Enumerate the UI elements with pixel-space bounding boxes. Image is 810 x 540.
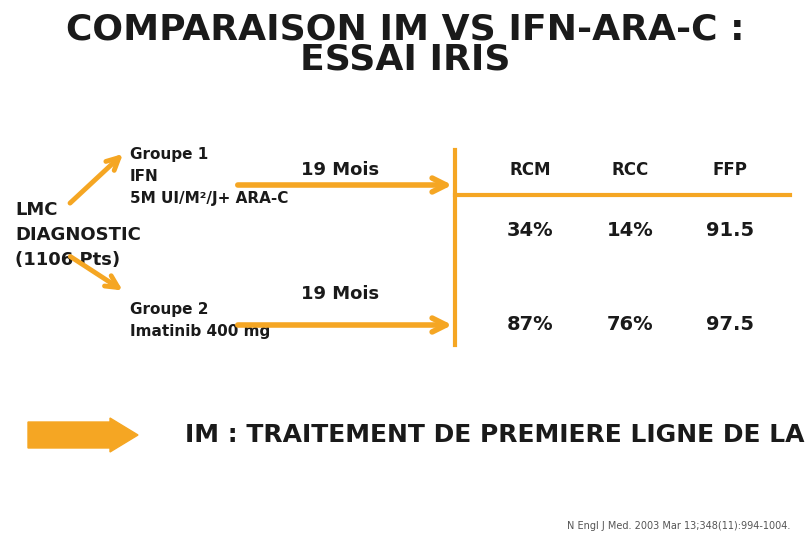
Text: 91.5: 91.5 bbox=[706, 220, 754, 240]
Text: ESSAI IRIS: ESSAI IRIS bbox=[300, 43, 510, 77]
Text: LMC
DIAGNOSTIC
(1106 Pts): LMC DIAGNOSTIC (1106 Pts) bbox=[15, 201, 141, 269]
Text: FFP: FFP bbox=[713, 161, 748, 179]
Text: 34%: 34% bbox=[507, 220, 553, 240]
FancyArrow shape bbox=[28, 418, 138, 452]
Text: N Engl J Med. 2003 Mar 13;348(11):994-1004.: N Engl J Med. 2003 Mar 13;348(11):994-10… bbox=[567, 521, 790, 531]
Text: RCM: RCM bbox=[509, 161, 551, 179]
Text: RCC: RCC bbox=[612, 161, 649, 179]
Text: COMPARAISON IM VS IFN-ARA-C :: COMPARAISON IM VS IFN-ARA-C : bbox=[66, 13, 744, 47]
Text: Groupe 2
Imatinib 400 mg: Groupe 2 Imatinib 400 mg bbox=[130, 302, 271, 339]
Text: 19 Mois: 19 Mois bbox=[301, 285, 379, 303]
Text: 14%: 14% bbox=[607, 220, 654, 240]
Text: Groupe 1
IFN
5M UI/M²/J+ ARA-C: Groupe 1 IFN 5M UI/M²/J+ ARA-C bbox=[130, 147, 288, 206]
Text: IM : TRAITEMENT DE PREMIERE LIGNE DE LA LMC: IM : TRAITEMENT DE PREMIERE LIGNE DE LA … bbox=[185, 423, 810, 447]
Text: 19 Mois: 19 Mois bbox=[301, 161, 379, 179]
Text: 76%: 76% bbox=[607, 315, 654, 334]
Text: 87%: 87% bbox=[507, 315, 553, 334]
Text: 97.5: 97.5 bbox=[706, 315, 754, 334]
